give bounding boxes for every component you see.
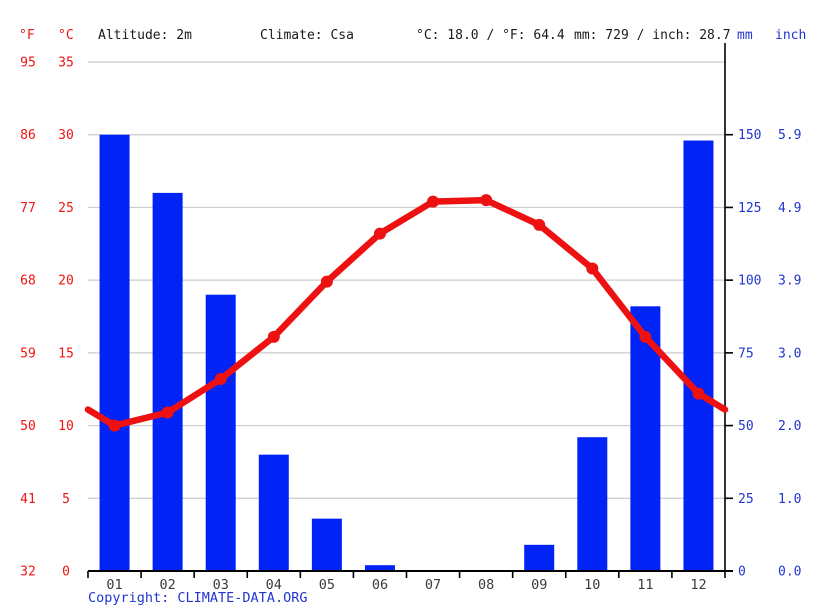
mm-tick-label-50: 50 xyxy=(738,419,754,434)
month-label-05: 05 xyxy=(319,577,335,593)
temp-point-05 xyxy=(320,275,333,288)
inch-tick-label-5.9: 5.9 xyxy=(778,128,801,143)
inch-tick-label-0.0: 0.0 xyxy=(778,565,801,580)
fahrenheit-axis-unit: °F xyxy=(19,28,35,43)
climate-class-label: Climate: Csa xyxy=(260,28,354,43)
precip-bar-03 xyxy=(205,294,236,571)
precip-bar-01 xyxy=(99,134,130,571)
inch-tick-label-2.0: 2.0 xyxy=(778,419,801,434)
inch-tick-label-3.0: 3.0 xyxy=(778,346,801,361)
precip-bar-02 xyxy=(152,192,183,571)
temp-point-06 xyxy=(373,227,386,240)
f-tick-label-68: 68 xyxy=(20,274,36,289)
temp-point-01 xyxy=(108,419,121,432)
temp-point-08 xyxy=(480,194,493,207)
c-tick-label-15: 15 xyxy=(58,346,74,361)
precip-bar-12 xyxy=(683,140,714,571)
celsius-axis-unit: °C xyxy=(58,28,74,43)
month-label-03: 03 xyxy=(213,577,229,593)
total-precip-label: mm: 729 / inch: 28.7 xyxy=(574,28,731,43)
month-label-12: 12 xyxy=(690,577,706,593)
c-tick-label-0: 0 xyxy=(62,565,70,580)
f-tick-label-32: 32 xyxy=(20,565,36,580)
inch-tick-label-4.9: 4.9 xyxy=(778,201,801,216)
month-label-11: 11 xyxy=(637,577,653,593)
f-tick-label-59: 59 xyxy=(20,346,36,361)
temp-point-03 xyxy=(214,373,227,386)
month-label-08: 08 xyxy=(478,577,494,593)
temp-point-04 xyxy=(267,330,280,343)
f-tick-label-77: 77 xyxy=(20,201,36,216)
c-tick-label-25: 25 xyxy=(58,201,74,216)
mm-tick-label-100: 100 xyxy=(738,274,761,289)
temp-point-02 xyxy=(161,406,174,419)
precip-bar-10 xyxy=(577,437,608,571)
month-label-06: 06 xyxy=(372,577,388,593)
inch-tick-label-3.9: 3.9 xyxy=(778,274,801,289)
temp-point-10 xyxy=(586,262,599,275)
altitude-label: Altitude: 2m xyxy=(98,28,192,43)
copyright-prefix: Copyright: xyxy=(88,590,178,606)
month-label-07: 07 xyxy=(425,577,441,593)
mm-tick-label-150: 150 xyxy=(738,128,761,143)
precip-bar-06 xyxy=(364,565,395,571)
temp-point-12 xyxy=(692,387,705,400)
c-tick-label-5: 5 xyxy=(62,492,70,507)
month-label-01: 01 xyxy=(106,577,122,593)
mm-tick-label-125: 125 xyxy=(738,201,761,216)
precip-bar-05 xyxy=(311,518,342,571)
inch-tick-label-1.0: 1.0 xyxy=(778,492,801,507)
c-tick-label-30: 30 xyxy=(58,128,74,143)
temp-point-07 xyxy=(427,195,440,208)
month-label-04: 04 xyxy=(266,577,282,593)
mm-tick-label-0: 0 xyxy=(738,565,746,580)
c-tick-label-10: 10 xyxy=(58,419,74,434)
precip-bar-09 xyxy=(524,544,555,571)
mm-tick-label-75: 75 xyxy=(738,346,754,361)
f-tick-label-50: 50 xyxy=(20,419,36,434)
mm-tick-label-25: 25 xyxy=(738,492,754,507)
f-tick-label-95: 95 xyxy=(20,56,36,71)
f-tick-label-86: 86 xyxy=(20,128,36,143)
temp-point-09 xyxy=(533,218,546,231)
temperature-line xyxy=(84,196,729,429)
c-tick-label-35: 35 xyxy=(58,56,74,71)
c-tick-label-20: 20 xyxy=(58,274,74,289)
month-label-02: 02 xyxy=(159,577,175,593)
mm-axis-unit: mm xyxy=(737,28,753,43)
avg-temp-label: °C: 18.0 / °F: 64.4 xyxy=(416,28,565,43)
inch-axis-unit: inch xyxy=(775,28,807,43)
temp-point-11 xyxy=(639,330,652,343)
copyright-line: Copyright: CLIMATE-DATA.ORG xyxy=(88,590,307,606)
climate-data-org-link[interactable]: CLIMATE-DATA.ORG xyxy=(177,590,308,606)
precip-bar-04 xyxy=(258,454,289,571)
month-label-10: 10 xyxy=(584,577,600,593)
month-label-09: 09 xyxy=(531,577,547,593)
f-tick-label-41: 41 xyxy=(20,492,36,507)
